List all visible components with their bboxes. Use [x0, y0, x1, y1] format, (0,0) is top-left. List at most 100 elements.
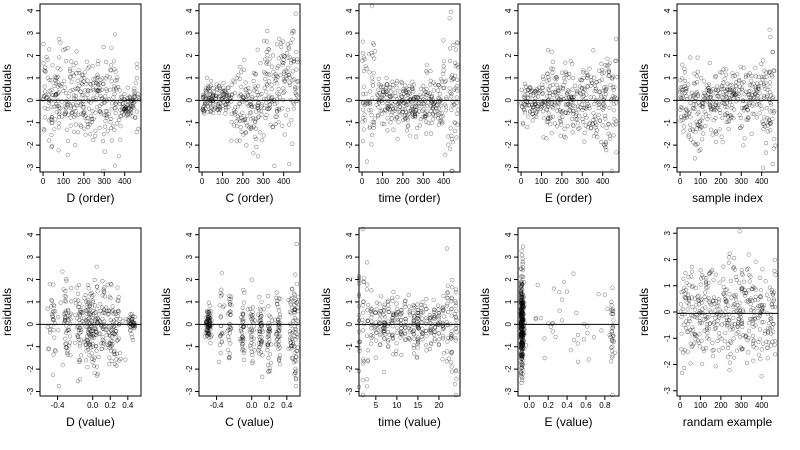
- data-point: [384, 104, 390, 109]
- data-point: [49, 114, 55, 120]
- data-point: [205, 333, 210, 339]
- data-point: [546, 321, 551, 326]
- y-axis-label: residuals: [0, 64, 14, 112]
- data-point: [710, 354, 716, 359]
- data-point: [731, 302, 737, 307]
- data-point: [266, 329, 271, 334]
- data-point: [88, 82, 93, 87]
- data-point: [550, 104, 555, 110]
- data-point: [761, 122, 767, 127]
- data-point: [386, 309, 392, 315]
- data-point: [519, 326, 524, 331]
- data-point: [236, 72, 241, 78]
- data-point: [95, 372, 100, 377]
- data-point: [765, 129, 770, 134]
- data-point: [100, 76, 105, 81]
- data-point: [99, 346, 104, 351]
- data-point: [405, 124, 410, 129]
- data-point: [206, 318, 211, 324]
- data-point: [413, 95, 419, 100]
- data-point: [394, 301, 399, 306]
- data-point: [690, 325, 695, 330]
- data-point: [75, 87, 80, 92]
- data-point: [222, 92, 227, 97]
- data-point: [221, 92, 226, 97]
- data-point: [292, 344, 297, 349]
- data-point: [51, 328, 56, 333]
- data-point: [293, 377, 299, 382]
- data-point: [530, 111, 535, 117]
- data-point: [96, 354, 101, 360]
- data-point: [383, 88, 388, 93]
- data-point: [276, 318, 281, 323]
- data-point: [588, 83, 593, 88]
- data-point: [214, 93, 219, 99]
- data-point: [50, 309, 56, 315]
- data-point: [93, 128, 98, 133]
- data-point: [292, 370, 298, 375]
- data-point: [571, 123, 576, 128]
- data-point: [754, 115, 759, 120]
- data-point: [518, 311, 524, 317]
- data-point: [448, 90, 453, 95]
- data-point: [95, 289, 100, 294]
- data-point: [731, 91, 737, 96]
- data-point: [716, 315, 722, 320]
- data-point: [765, 123, 771, 128]
- data-point: [384, 75, 389, 81]
- data-point: [78, 89, 83, 94]
- data-point: [77, 331, 82, 336]
- data-point: [287, 309, 293, 315]
- data-point: [267, 340, 272, 345]
- data-point: [683, 319, 689, 324]
- data-point: [607, 60, 613, 65]
- data-point: [105, 128, 110, 133]
- data-point: [112, 362, 117, 367]
- data-point: [130, 335, 135, 340]
- data-point: [218, 315, 223, 320]
- data-point: [518, 297, 524, 302]
- data-point: [756, 352, 762, 357]
- data-point: [83, 318, 88, 323]
- data-point: [733, 302, 738, 307]
- data-point: [293, 317, 298, 322]
- data-point: [77, 358, 83, 363]
- data-point: [282, 79, 287, 84]
- data-point: [593, 116, 598, 121]
- data-point: [360, 317, 365, 323]
- data-point: [518, 332, 524, 338]
- data-point: [51, 352, 56, 357]
- data-point: [240, 346, 245, 351]
- data-point: [519, 356, 524, 362]
- data-point: [257, 344, 262, 350]
- data-point: [385, 128, 390, 133]
- data-point: [549, 131, 554, 136]
- data-point: [540, 109, 546, 114]
- data-point: [572, 83, 578, 88]
- data-point: [713, 272, 719, 277]
- data-point: [686, 275, 691, 280]
- data-point: [565, 102, 570, 107]
- data-point: [76, 282, 82, 288]
- data-point: [685, 307, 690, 312]
- data-point: [387, 332, 392, 337]
- data-point: [563, 60, 568, 65]
- data-point: [52, 74, 57, 79]
- data-point: [253, 96, 258, 101]
- data-point: [723, 288, 728, 293]
- data-point: [449, 299, 454, 304]
- data-point: [89, 319, 94, 324]
- data-point: [609, 337, 615, 342]
- data-point: [41, 68, 47, 73]
- data-point: [275, 298, 280, 304]
- data-point: [282, 54, 287, 59]
- data-point: [519, 356, 524, 361]
- data-point: [268, 368, 273, 374]
- data-point: [62, 318, 68, 323]
- data-point: [360, 101, 366, 106]
- data-point: [257, 327, 262, 332]
- data-point: [223, 102, 228, 107]
- data-point: [379, 92, 385, 97]
- data-point: [208, 83, 213, 88]
- data-point: [553, 89, 558, 95]
